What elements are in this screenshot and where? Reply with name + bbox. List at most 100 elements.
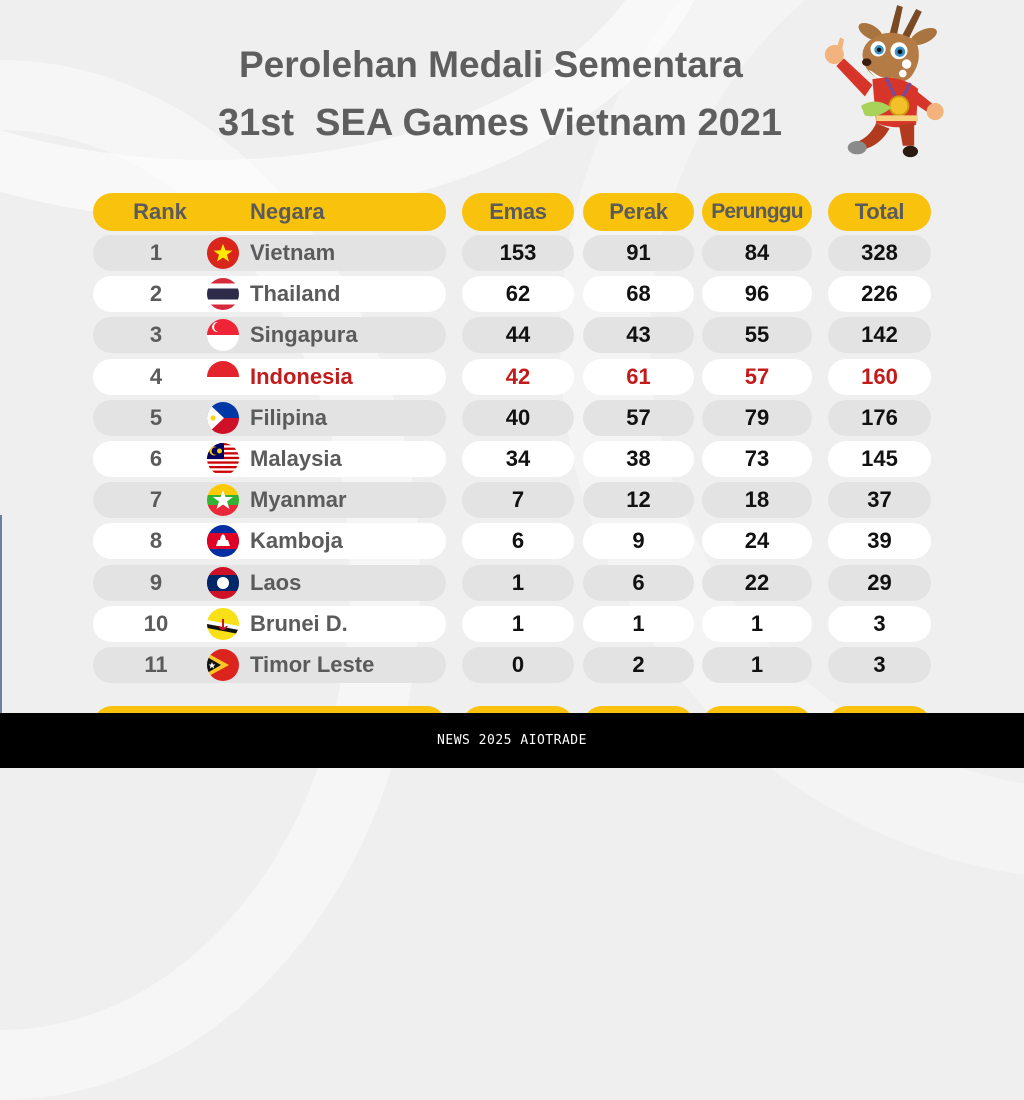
gold-value: 62 <box>505 281 531 306</box>
gold-value: 7 <box>511 487 525 512</box>
table-header-left: Rank Negara <box>93 193 446 231</box>
header-gold-label: Emas <box>489 199 547 224</box>
total-cell: 3 <box>828 606 931 642</box>
silver-value: 1 <box>632 611 645 636</box>
total-value: 160 <box>861 364 898 389</box>
gold-cell: 1 <box>462 606 574 642</box>
timor-leste-flag-icon <box>207 649 239 681</box>
bronze-cell: 57 <box>702 359 812 395</box>
table-row-country: 3 Singapura <box>93 317 446 353</box>
bronze-value: 18 <box>744 487 770 512</box>
silver-cell: 9 <box>583 523 694 559</box>
gold-value: 40 <box>505 405 531 430</box>
country-name: Singapura <box>250 322 358 347</box>
gold-value: 42 <box>505 364 531 389</box>
rank-cell: 2 <box>149 281 163 306</box>
gold-cell: 0 <box>462 647 574 683</box>
total-value: 29 <box>867 570 892 595</box>
gold-cell: 42 <box>462 359 574 395</box>
bronze-cell: 24 <box>702 523 812 559</box>
silver-value: 68 <box>626 281 651 306</box>
thailand-flag-icon <box>207 278 239 310</box>
header-total: Total <box>828 193 931 231</box>
header-silver: Perak <box>583 193 694 231</box>
gold-cell: 40 <box>462 400 574 436</box>
silver-value: 12 <box>626 487 651 512</box>
bronze-value: 1 <box>750 652 764 677</box>
rank-cell: 9 <box>149 570 163 595</box>
silver-value: 6 <box>632 570 645 595</box>
total-cell: 39 <box>828 523 931 559</box>
bronze-cell: 1 <box>702 606 812 642</box>
bronze-cell: 1 <box>702 647 812 683</box>
table-row-country: 5 Filipina <box>93 400 446 436</box>
sao-la-mascot-icon <box>824 5 944 158</box>
bronze-value: 84 <box>744 240 770 265</box>
total-value: 328 <box>861 240 898 265</box>
bronze-value: 79 <box>744 405 770 430</box>
rank-cell: 6 <box>149 446 163 471</box>
total-cell: 176 <box>828 400 931 436</box>
total-cell: 29 <box>828 565 931 601</box>
silver-cell: 61 <box>583 359 694 395</box>
bronze-cell: 79 <box>702 400 812 436</box>
table-row-country: 2 Thailand <box>93 276 446 312</box>
gold-value: 6 <box>511 528 525 553</box>
title-line-2: 31st SEA Games Vietnam 2021 <box>218 102 782 144</box>
brunei-flag-icon <box>207 608 239 640</box>
total-cell: 328 <box>828 235 931 271</box>
gold-value: 0 <box>511 652 525 677</box>
header-bronze-label: Perunggu <box>711 200 803 223</box>
total-value: 3 <box>873 652 886 677</box>
silver-cell: 38 <box>583 441 694 477</box>
table-row-country: 9 Laos <box>93 565 446 601</box>
bronze-cell: 84 <box>702 235 812 271</box>
country-name: Malaysia <box>250 446 342 471</box>
silver-value: 57 <box>626 405 651 430</box>
silver-value: 91 <box>626 240 651 265</box>
total-cell: 37 <box>828 482 931 518</box>
bronze-value: 96 <box>744 281 770 306</box>
vietnam-flag-icon <box>207 237 239 269</box>
total-cell: 226 <box>828 276 931 312</box>
country-name: Timor Leste <box>250 652 375 677</box>
bronze-value: 73 <box>744 446 770 471</box>
country-name: Indonesia <box>250 364 353 389</box>
rank-cell: 7 <box>149 487 163 512</box>
philippines-flag-icon <box>207 402 239 434</box>
rank-cell: 11 <box>144 652 168 677</box>
footer-text: NEWS 2025 AIOTRADE <box>437 733 587 748</box>
bronze-cell: 18 <box>702 482 812 518</box>
bronze-cell: 55 <box>702 317 812 353</box>
header-gold: Emas <box>462 193 574 231</box>
total-cell: 3 <box>828 647 931 683</box>
country-name: Filipina <box>250 405 327 430</box>
header-silver-label: Perak <box>609 199 668 224</box>
silver-value: 2 <box>632 652 645 677</box>
singapore-flag-icon <box>207 319 239 351</box>
table-row-country: 4 Indonesia <box>93 359 446 395</box>
total-value: 142 <box>861 322 898 347</box>
malaysia-flag-icon <box>207 443 239 475</box>
country-name: Thailand <box>250 281 341 306</box>
rank-cell: 5 <box>149 405 163 430</box>
gold-cell: 34 <box>462 441 574 477</box>
bronze-cell: 73 <box>702 441 812 477</box>
total-value: 145 <box>861 446 898 471</box>
total-value: 37 <box>867 487 892 512</box>
silver-value: 43 <box>626 322 651 347</box>
title-line-1: Perolehan Medali Sementara <box>239 44 743 85</box>
table-row-country: 8 Kamboja <box>93 523 446 559</box>
country-name: Vietnam <box>250 240 336 265</box>
gold-value: 1 <box>511 570 525 595</box>
gold-value: 34 <box>505 446 531 471</box>
silver-cell: 43 <box>583 317 694 353</box>
gold-cell: 6 <box>462 523 574 559</box>
rank-cell: 3 <box>149 322 163 347</box>
bronze-value: 1 <box>750 611 764 636</box>
rank-cell: 8 <box>149 528 163 553</box>
table-row-country: 7 Myanmar <box>93 482 446 518</box>
footer-banner: NEWS 2025 AIOTRADE <box>0 713 1024 768</box>
bronze-cell: 96 <box>702 276 812 312</box>
total-cell: 160 <box>828 359 931 395</box>
